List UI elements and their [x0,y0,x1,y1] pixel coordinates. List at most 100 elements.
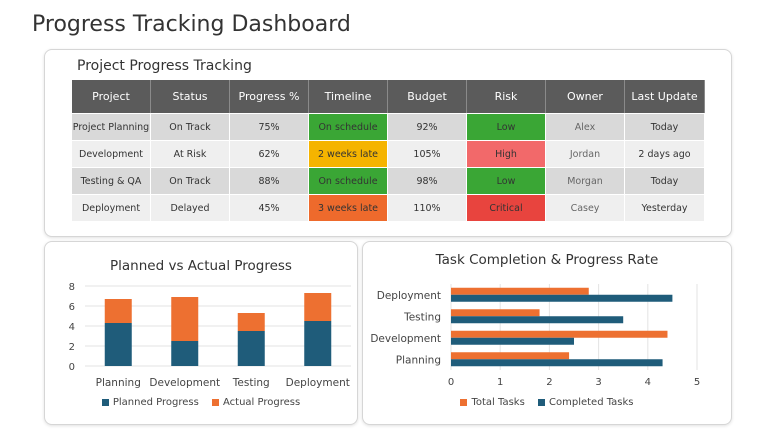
chart-title: Task Completion & Progress Rate [435,252,659,268]
cell-last-update: Yesterday [625,194,705,221]
y-tick-label: Planning [396,354,441,366]
bar-planned-planning [104,323,132,366]
cell-project: Development [72,140,151,167]
cell-last-update: Today [625,167,705,194]
cell-last-update: Today [625,113,705,140]
bar-actual-planning [104,299,132,323]
cell-budget: 98% [388,167,467,194]
x-tick-label: Testing [232,377,270,389]
header-project[interactable]: Project [72,80,151,113]
cell-risk: Low [467,167,546,194]
cell-project: Testing & QA [72,167,151,194]
legend-swatch-actual [211,398,219,406]
y-tick-label: 8 [69,282,75,293]
bar-total-development [451,330,668,338]
x-tick-label: 4 [645,377,651,388]
header-owner[interactable]: Owner [546,80,625,113]
legend-item-completed: Completed Tasks [538,397,634,408]
project-tracking-card: Project Progress Tracking Project Status… [44,49,732,237]
table-row: Development At Risk 62% 2 weeks late 105… [72,140,705,167]
x-tick-label: 2 [546,377,552,388]
cell-project: Project Planning [72,113,151,140]
chart-legend: Planned Progress Actual Progress [45,397,357,408]
y-tick-label: Deployment [377,290,441,302]
cell-progress: 88% [230,167,309,194]
chart-title: Planned vs Actual Progress [110,258,292,274]
header-timeline[interactable]: Timeline [309,80,388,113]
bar-actual-development [171,297,199,341]
cell-timeline: 2 weeks late [309,140,388,167]
bar-actual-deployment [304,293,332,321]
header-status[interactable]: Status [151,80,230,113]
table-row: Project Planning On Track 75% On schedul… [72,113,705,140]
y-tick-label: 2 [69,342,75,353]
cell-status: Delayed [151,194,230,221]
legend-swatch-total [460,398,468,406]
legend-label-planned: Planned Progress [112,397,199,408]
legend-label-actual: Actual Progress [222,397,301,408]
page-title: Progress Tracking Dashboard [32,12,351,37]
cell-risk: Critical [467,194,546,221]
cell-budget: 92% [388,113,467,140]
cell-last-update: 2 days ago [625,140,705,167]
cell-timeline: On schedule [309,167,388,194]
cell-timeline: On schedule [309,113,388,140]
cell-owner: Casey [546,194,625,221]
planned-vs-actual-chart: 0 2 4 6 8 Planning Development Testing Deploymen… [69,282,351,389]
x-tick-label: Planning [96,377,141,389]
table-row: Deployment Delayed 45% 3 weeks late 110%… [72,194,705,221]
project-tracking-table: Project Status Progress % Timeline Budge… [72,80,705,221]
bar-total-deployment [451,287,589,295]
x-tick-label: 0 [448,377,454,388]
cell-risk: Low [467,113,546,140]
x-tick-label: Development [149,377,220,389]
header-risk[interactable]: Risk [467,80,546,113]
legend-label-completed: Completed Tasks [549,397,634,408]
cell-status: On Track [151,113,230,140]
chart-legend: Total Tasks Completed Tasks [363,397,731,408]
cell-owner: Alex [546,113,625,140]
bar-planned-testing [237,331,265,366]
legend-label-total: Total Tasks [471,397,525,408]
legend-item-actual: Actual Progress [211,397,301,408]
table-header-row: Project Status Progress % Timeline Budge… [72,80,705,113]
cell-status: On Track [151,167,230,194]
task-completion-chart: 0 1 2 3 4 5 Planning Development Testing Deployme… [370,284,700,388]
y-tick-label: 0 [69,362,75,373]
legend-item-planned: Planned Progress [101,397,199,408]
header-last-update[interactable]: Last Update [625,80,705,113]
bar-completed-development [451,337,574,345]
cell-timeline: 3 weeks late [309,194,388,221]
x-tick-label: Deployment [286,377,350,389]
cell-progress: 75% [230,113,309,140]
tracking-title: Project Progress Tracking [77,58,252,74]
task-completion-card: Task Completion & Progress Rate 0 1 2 3 4 5 Pl… [362,241,732,425]
y-tick-label: Development [370,333,441,345]
x-tick-label: 1 [497,377,503,388]
cell-owner: Morgan [546,167,625,194]
cell-progress: 62% [230,140,309,167]
cell-budget: 105% [388,140,467,167]
legend-swatch-planned [101,398,109,406]
y-tick-label: 4 [69,322,75,333]
x-tick-label: 3 [595,377,601,388]
planned-vs-actual-card: Planned vs Actual Progress 0 2 4 6 8 Planning… [44,241,358,425]
cell-project: Deployment [72,194,151,221]
bar-total-testing [451,309,540,317]
legend-swatch-completed [538,398,545,406]
bar-planned-deployment [304,321,332,366]
header-budget[interactable]: Budget [388,80,467,113]
legend-item-total: Total Tasks [460,397,525,408]
table-row: Testing & QA On Track 88% On schedule 98… [72,167,705,194]
bar-planned-development [171,341,199,366]
bar-completed-testing [451,316,624,324]
y-tick-label: Testing [403,311,441,323]
bar-total-planning [451,352,570,360]
bar-actual-testing [237,313,265,331]
bar-completed-deployment [451,294,673,302]
cell-budget: 110% [388,194,467,221]
x-tick-label: 5 [694,377,700,388]
header-progress[interactable]: Progress % [230,80,309,113]
bar-completed-planning [451,359,663,367]
cell-owner: Jordan [546,140,625,167]
